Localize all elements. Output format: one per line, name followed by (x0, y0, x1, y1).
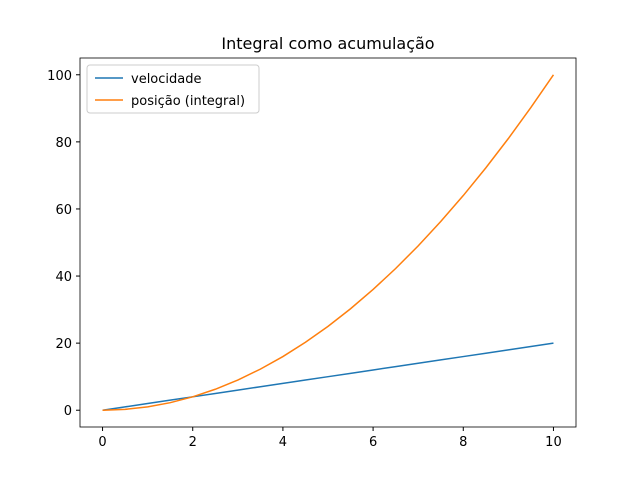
axes-frame (79, 57, 577, 428)
y-tick-label: 100 (47, 69, 72, 84)
chart-title: Integral como acumulação (221, 34, 434, 53)
line (102, 74, 555, 411)
x-tick-label: 2 (189, 435, 197, 450)
y-tick-label: 0 (64, 404, 72, 419)
y-tick-label: 40 (55, 270, 72, 285)
x-tick-label: 4 (279, 435, 287, 450)
legend-label: posição (integral) (131, 94, 245, 109)
y-tick-label: 20 (55, 337, 72, 352)
x-tick-label: 0 (98, 435, 106, 450)
legend-label: velocidade (131, 72, 201, 87)
y-tick-label: 80 (55, 136, 72, 151)
x-tick-label: 6 (369, 435, 377, 450)
legend-box (86, 64, 260, 114)
x-tick-label: 8 (459, 435, 467, 450)
line (102, 342, 554, 411)
x-tick-label: 10 (545, 435, 562, 450)
y-tick-label: 60 (55, 203, 72, 218)
